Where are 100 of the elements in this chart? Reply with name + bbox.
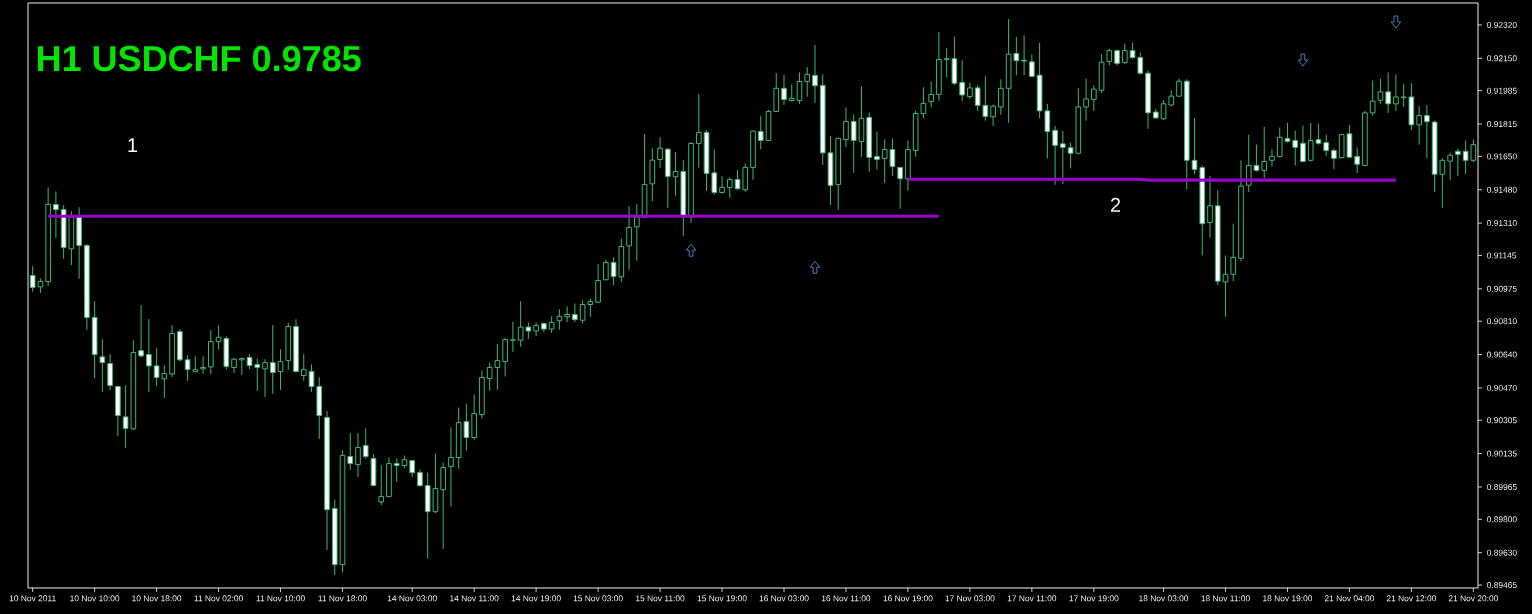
y-tick-label: 0.92150 bbox=[1487, 55, 1517, 62]
candlestick bbox=[1245, 134, 1252, 193]
candlestick bbox=[1222, 254, 1229, 318]
candlestick bbox=[595, 263, 601, 304]
y-tick-label: 0.90640 bbox=[1487, 351, 1517, 358]
candlestick bbox=[1416, 105, 1422, 146]
x-tick-label: 16 Nov 19:00 bbox=[883, 595, 933, 602]
candlestick bbox=[773, 72, 780, 113]
candlestick bbox=[843, 106, 849, 148]
candlestick bbox=[1230, 223, 1237, 282]
candlestick bbox=[657, 136, 663, 169]
text: H1 USDCHF 0.9785 bbox=[38, 45, 361, 72]
x-tick-label: 17 Nov 19:00 bbox=[1069, 595, 1119, 602]
candlestick bbox=[1424, 104, 1430, 159]
annotation: 2 bbox=[1110, 197, 1121, 212]
candlestick bbox=[1447, 151, 1453, 181]
candlestick bbox=[998, 78, 1004, 116]
candlestick bbox=[355, 432, 361, 478]
candlestick bbox=[564, 305, 570, 323]
candlestick bbox=[1052, 125, 1058, 186]
y-tick-label: 0.91480 bbox=[1487, 186, 1517, 193]
candlestick bbox=[1455, 148, 1461, 177]
y-tick-label: 0.90470 bbox=[1487, 384, 1517, 391]
point bbox=[1297, 53, 1309, 67]
point bbox=[1390, 15, 1402, 29]
x-tick-label: 21 Nov 12:00 bbox=[1386, 595, 1437, 602]
candlestick bbox=[897, 166, 903, 210]
y-tick-label: 0.89965 bbox=[1487, 483, 1517, 490]
x-tick-label: 21 Nov 20:00 bbox=[1448, 595, 1499, 602]
x-tick-label: 15 Nov 03:00 bbox=[573, 595, 623, 602]
y-tick-label: 0.91145 bbox=[1487, 252, 1517, 259]
candlestick bbox=[1121, 43, 1128, 65]
candlestick bbox=[277, 348, 284, 391]
candlestick bbox=[726, 176, 733, 199]
point bbox=[809, 260, 821, 274]
x-tick-label: 16 Nov 03:00 bbox=[759, 595, 809, 602]
candlestick bbox=[300, 353, 307, 382]
x-tick-label: 17 Nov 03:00 bbox=[945, 595, 995, 602]
y-tick-label: 0.90975 bbox=[1487, 285, 1517, 292]
candlestick bbox=[572, 303, 578, 323]
candlestick bbox=[757, 115, 764, 150]
candlestick bbox=[781, 74, 787, 106]
candlestick bbox=[1393, 73, 1399, 112]
candlestick bbox=[1176, 78, 1182, 98]
candlestick bbox=[1292, 130, 1299, 166]
x-tick-label: 14 Nov 03:00 bbox=[387, 595, 437, 602]
candlestick bbox=[1354, 146, 1360, 174]
x-tick-label: 14 Nov 11:00 bbox=[450, 595, 499, 602]
candlestick bbox=[626, 205, 632, 271]
candlestick bbox=[308, 364, 315, 393]
y-tick-label: 0.89800 bbox=[1487, 516, 1517, 523]
point bbox=[685, 243, 697, 257]
y-tick-label: 0.89630 bbox=[1487, 549, 1517, 556]
y-tick-label: 0.91650 bbox=[1487, 153, 1517, 160]
candlestick bbox=[471, 394, 477, 441]
candlestick bbox=[812, 44, 818, 104]
candlestick bbox=[1253, 144, 1260, 173]
candlestick bbox=[533, 322, 539, 337]
candlestick bbox=[510, 321, 516, 353]
candlestick bbox=[362, 427, 369, 460]
y-tick-label: 0.91310 bbox=[1487, 220, 1517, 227]
candlestick bbox=[146, 318, 152, 393]
candlestick bbox=[959, 59, 965, 102]
candlestick bbox=[378, 464, 385, 506]
x-tick-label: 10 Nov 18:00 bbox=[132, 595, 182, 602]
x-tick-label: 18 Nov 19:00 bbox=[1263, 595, 1313, 602]
candlestick bbox=[719, 175, 725, 194]
x-tick-label: 21 Nov 04:00 bbox=[1324, 595, 1375, 602]
candlestick bbox=[695, 93, 702, 169]
x-tick-label: 18 Nov 11:00 bbox=[1201, 595, 1250, 602]
y-tick-label: 0.89465 bbox=[1487, 582, 1517, 589]
y-tick-label: 0.92320 bbox=[1487, 21, 1517, 28]
candlestick bbox=[262, 358, 268, 398]
candlestick bbox=[1207, 175, 1213, 239]
candlestick bbox=[502, 337, 508, 378]
candlestick bbox=[138, 304, 144, 358]
candlestick bbox=[1269, 148, 1275, 167]
candlestick bbox=[99, 338, 106, 393]
x-tick-label: 14 Nov 19:00 bbox=[511, 595, 561, 602]
candlestick bbox=[928, 80, 934, 108]
x-tick-label: 10 Nov 10:00 bbox=[70, 595, 120, 602]
annotation: 1 bbox=[128, 138, 138, 153]
candlestick bbox=[742, 162, 749, 193]
candlestick bbox=[1021, 34, 1027, 76]
x-tick-label: 17 Nov 11:00 bbox=[1007, 595, 1057, 602]
y-tick-label: 0.90135 bbox=[1487, 450, 1517, 457]
y-tick-label: 0.91815 bbox=[1487, 121, 1517, 128]
candlestick bbox=[804, 66, 811, 98]
x-tick-label: 15 Nov 11:00 bbox=[636, 595, 685, 602]
candlestick bbox=[440, 462, 447, 550]
x-tick-label: 10 Nov 2011 bbox=[9, 595, 56, 602]
x-tick-label: 16 Nov 11:00 bbox=[821, 595, 871, 602]
candlestick bbox=[990, 104, 996, 127]
x-tick-label: 11 Nov 02:00 bbox=[194, 595, 243, 602]
candlestick bbox=[238, 356, 245, 376]
candlestick bbox=[1323, 134, 1330, 157]
x-tick-label: 18 Nov 03:00 bbox=[1139, 595, 1189, 602]
candlestick bbox=[1331, 148, 1337, 170]
x-tick-label: 11 Nov 18:00 bbox=[318, 595, 367, 602]
candlestick bbox=[347, 432, 354, 471]
